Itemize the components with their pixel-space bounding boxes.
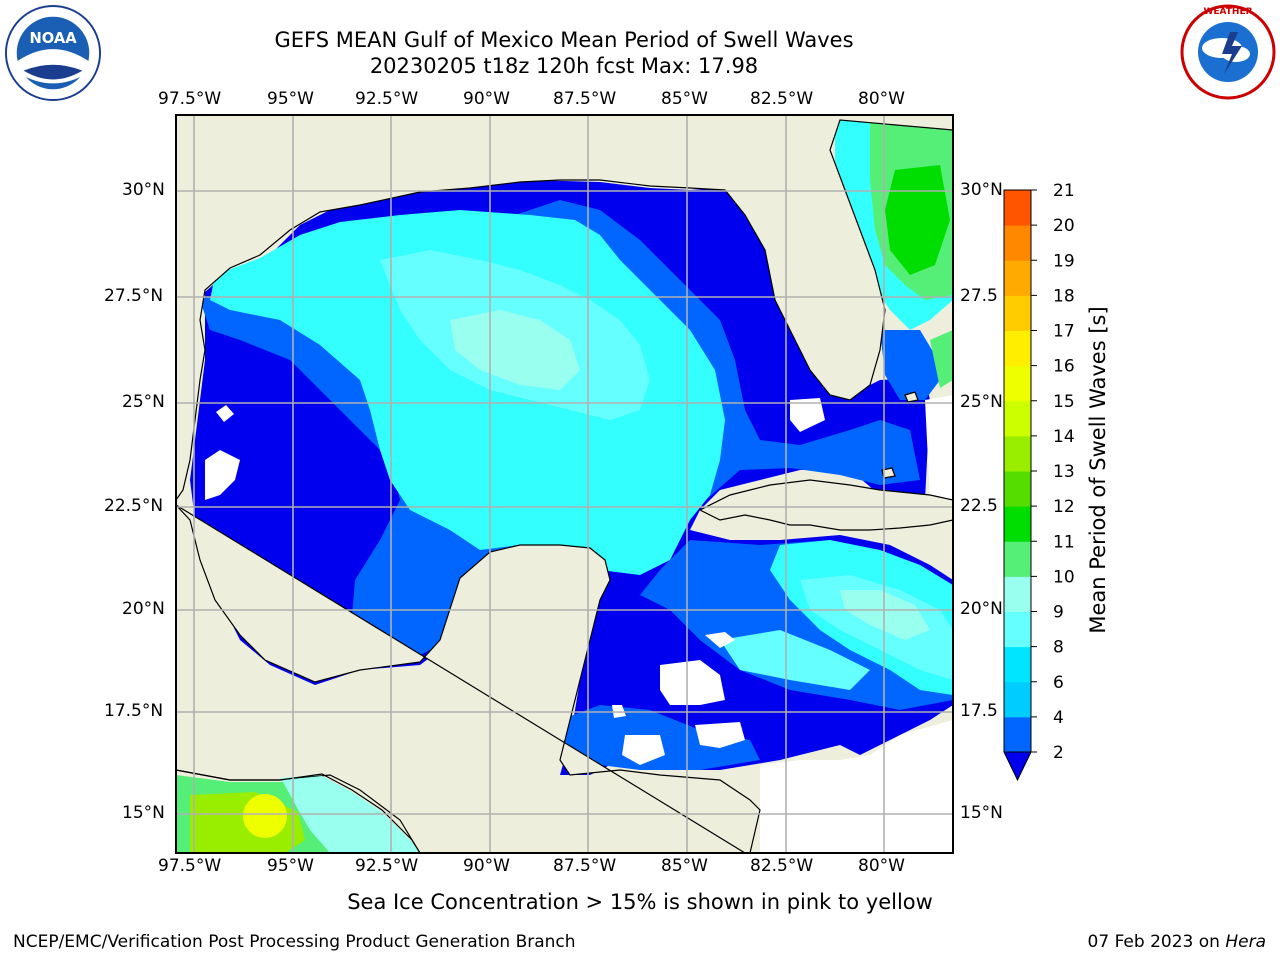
lat-label-right: 22.5 [960, 496, 998, 516]
footer-host: Hera [1225, 932, 1266, 952]
mexico-coast [176, 504, 761, 853]
noaa-logo: NOAA [4, 4, 102, 102]
lon-label-bottom: 80°W [858, 856, 905, 876]
lon-label-bottom: 92.5°W [355, 856, 419, 876]
lon-label-bottom: 95°W [267, 856, 314, 876]
map-gridlines [176, 115, 953, 853]
lat-label-right: 27.5 [960, 286, 998, 306]
lat-label-left: 25°N [122, 392, 165, 412]
lat-label-left: 22.5°N [104, 496, 164, 516]
us-gulf-coast [176, 115, 953, 502]
sea-ice-note: Sea Ice Concentration > 15% is shown in … [347, 890, 933, 914]
cuba-island [698, 479, 953, 531]
lon-label-bottom: 97.5°W [158, 856, 222, 876]
lat-label-left: 15°N [122, 803, 165, 823]
lat-label-left: 20°N [122, 599, 165, 619]
map-frame [175, 114, 954, 854]
footer-date-text: 07 Feb 2023 on [1087, 932, 1226, 952]
lon-label-bottom: 85°W [661, 856, 708, 876]
lon-label-top: 97.5°W [158, 89, 222, 109]
svg-text:NOAA: NOAA [29, 30, 77, 47]
map-subtitle-date: 20230205 t18z 120h fcst Max: 17.98 [369, 54, 759, 78]
nws-logo: WEATHER [1180, 4, 1276, 100]
lon-label-top: 85°W [661, 89, 708, 109]
lon-label-top: 92.5°W [355, 89, 419, 109]
lon-label-bottom: 90°W [463, 856, 510, 876]
lon-label-top: 90°W [463, 89, 510, 109]
footer-date: 07 Feb 2023 on Hera [1088, 932, 1266, 952]
lat-label-right: 20°N [960, 599, 1003, 619]
lon-label-top: 87.5°W [553, 89, 617, 109]
map-title: GEFS MEAN Gulf of Mexico Mean Period of … [274, 28, 854, 52]
lat-label-right: 15°N [960, 803, 1003, 823]
svg-text:WEATHER: WEATHER [1203, 7, 1252, 17]
lat-label-right: 17.5 [960, 701, 998, 721]
lon-label-bottom: 82.5°W [750, 856, 814, 876]
lat-label-left: 17.5°N [104, 701, 164, 721]
lat-label-right: 25°N [960, 392, 1003, 412]
lon-label-top: 95°W [267, 89, 314, 109]
lat-label-left: 27.5°N [104, 286, 164, 306]
lat-label-left: 30°N [122, 180, 165, 200]
colorbar-label: Mean Period of Swell Waves [s] [1086, 306, 1110, 634]
lat-label-right: 30°N [960, 180, 1003, 200]
lon-label-top: 82.5°W [750, 89, 814, 109]
lon-label-top: 80°W [858, 89, 905, 109]
footer-credit: NCEP/EMC/Verification Post Processing Pr… [13, 932, 576, 952]
cyan-swell-core [210, 210, 725, 575]
lon-label-bottom: 87.5°W [553, 856, 617, 876]
